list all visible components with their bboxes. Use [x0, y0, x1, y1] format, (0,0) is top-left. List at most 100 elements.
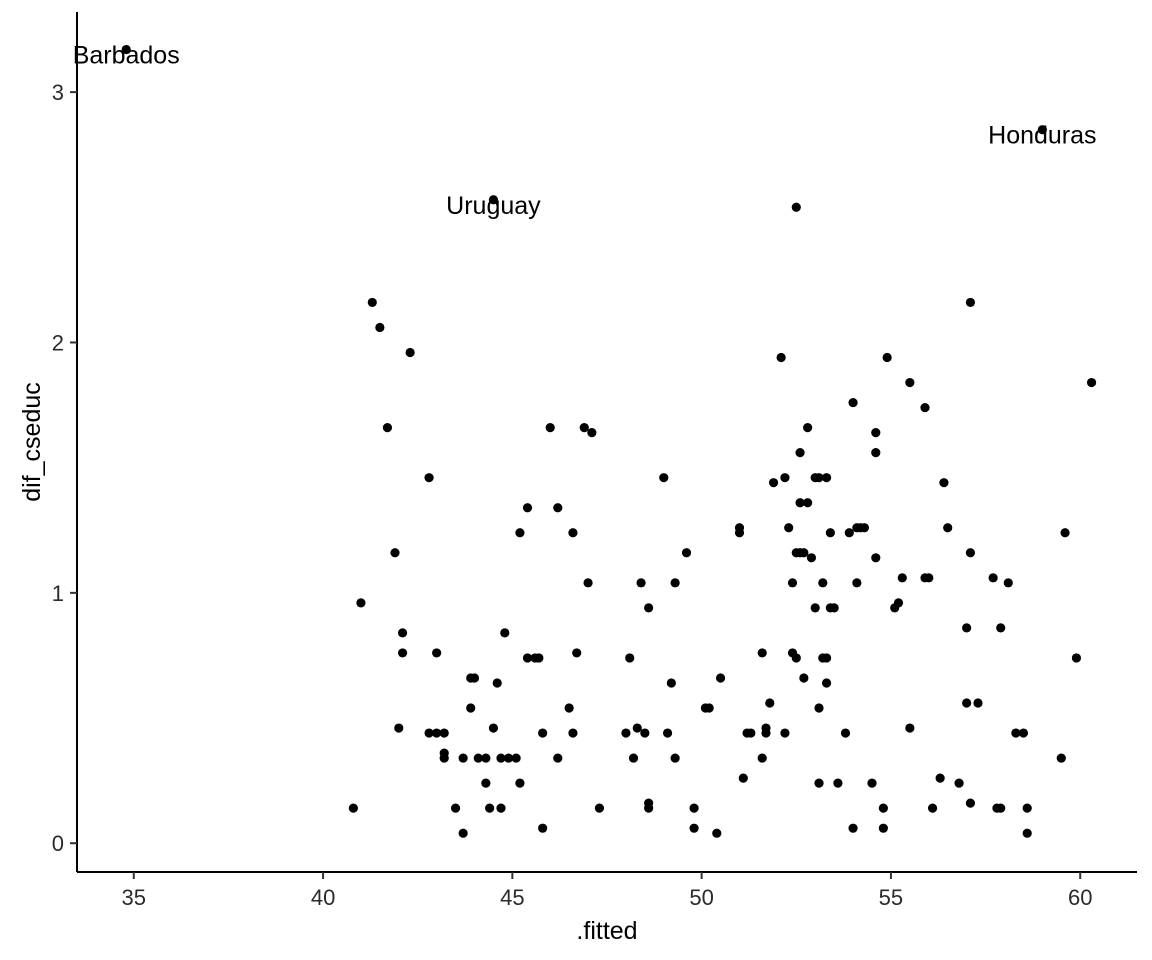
data-point	[1056, 753, 1066, 763]
y-axis-title: dif_cseduc	[18, 382, 46, 502]
data-point	[867, 778, 877, 788]
data-point	[394, 723, 404, 733]
x-tick-label: 60	[1068, 885, 1092, 910]
data-point	[503, 753, 514, 763]
data-point	[780, 728, 790, 738]
y-tick-label: 2	[52, 330, 64, 355]
data-point	[859, 523, 870, 533]
data-point	[432, 648, 442, 658]
data-point	[943, 523, 953, 533]
data-point	[538, 823, 548, 833]
point-label: Barbados	[73, 42, 180, 70]
data-point	[466, 703, 476, 713]
data-point	[924, 573, 934, 583]
x-axis-ticks: 35 40 45 50 55 60	[122, 872, 1092, 910]
data-point	[954, 778, 964, 788]
data-point	[522, 503, 533, 513]
data-point	[469, 673, 480, 683]
y-tick-label: 0	[52, 831, 64, 856]
data-point	[621, 728, 631, 738]
data-point	[882, 352, 892, 363]
data-point	[757, 648, 767, 658]
data-point	[848, 397, 858, 408]
data-point	[738, 773, 748, 783]
data-point	[893, 598, 904, 608]
data-point	[458, 753, 468, 763]
data-point	[962, 623, 972, 633]
data-point	[814, 703, 824, 713]
data-point	[439, 728, 449, 738]
x-tick-label: 50	[689, 885, 713, 910]
data-point	[897, 573, 907, 583]
data-point	[965, 798, 976, 808]
data-point	[787, 578, 798, 588]
data-point	[973, 698, 983, 708]
data-point	[568, 528, 578, 538]
data-point	[791, 202, 801, 212]
data-point	[814, 473, 824, 483]
data-point	[485, 803, 495, 813]
data-point	[765, 698, 775, 708]
data-point	[965, 548, 976, 558]
data-point	[965, 297, 976, 308]
data-point	[670, 753, 680, 763]
data-point	[553, 753, 563, 763]
y-tick-label: 1	[52, 581, 64, 606]
data-point	[715, 673, 726, 683]
data-point	[496, 753, 506, 763]
data-point	[500, 628, 510, 638]
data-point	[492, 678, 502, 688]
data-point	[791, 653, 801, 663]
data-point	[424, 473, 434, 483]
data-point	[439, 753, 449, 763]
data-point	[734, 528, 745, 538]
data-point	[821, 653, 832, 663]
data-point	[939, 478, 949, 488]
data-point	[905, 377, 915, 388]
data-point	[1022, 803, 1032, 813]
data-point	[666, 678, 676, 688]
data-point	[905, 723, 915, 733]
data-point	[496, 803, 506, 813]
data-point	[424, 728, 434, 738]
data-point	[481, 753, 491, 763]
data-point	[776, 352, 786, 363]
data-point	[920, 402, 930, 413]
data-point	[988, 573, 998, 583]
data-point	[632, 723, 642, 733]
x-tick-label: 40	[311, 885, 335, 910]
data-point	[927, 803, 938, 813]
data-point	[382, 423, 393, 433]
data-point	[704, 703, 714, 713]
data-point	[397, 648, 408, 658]
points-layer	[121, 44, 1097, 838]
data-point	[511, 753, 521, 763]
data-point	[534, 653, 544, 663]
data-point	[587, 428, 597, 438]
data-point	[356, 598, 366, 608]
data-point	[662, 728, 673, 738]
data-point	[594, 803, 605, 813]
data-point	[1011, 728, 1021, 738]
data-point	[814, 778, 824, 788]
data-point	[803, 423, 813, 433]
data-point	[488, 723, 499, 733]
data-point	[1022, 828, 1032, 838]
data-point	[996, 623, 1006, 633]
data-point	[757, 753, 767, 763]
data-point	[746, 728, 756, 738]
data-point	[644, 803, 654, 813]
data-point	[878, 803, 888, 813]
data-point	[840, 728, 851, 738]
data-point	[640, 728, 650, 738]
data-point	[628, 753, 639, 763]
x-axis-title: .fitted	[576, 917, 637, 945]
data-point	[579, 423, 589, 433]
data-point	[1037, 125, 1047, 135]
data-point	[871, 553, 881, 563]
data-point	[481, 778, 491, 788]
data-point	[878, 823, 888, 833]
data-point	[848, 823, 858, 833]
data-point	[636, 578, 646, 588]
data-point	[784, 523, 794, 533]
